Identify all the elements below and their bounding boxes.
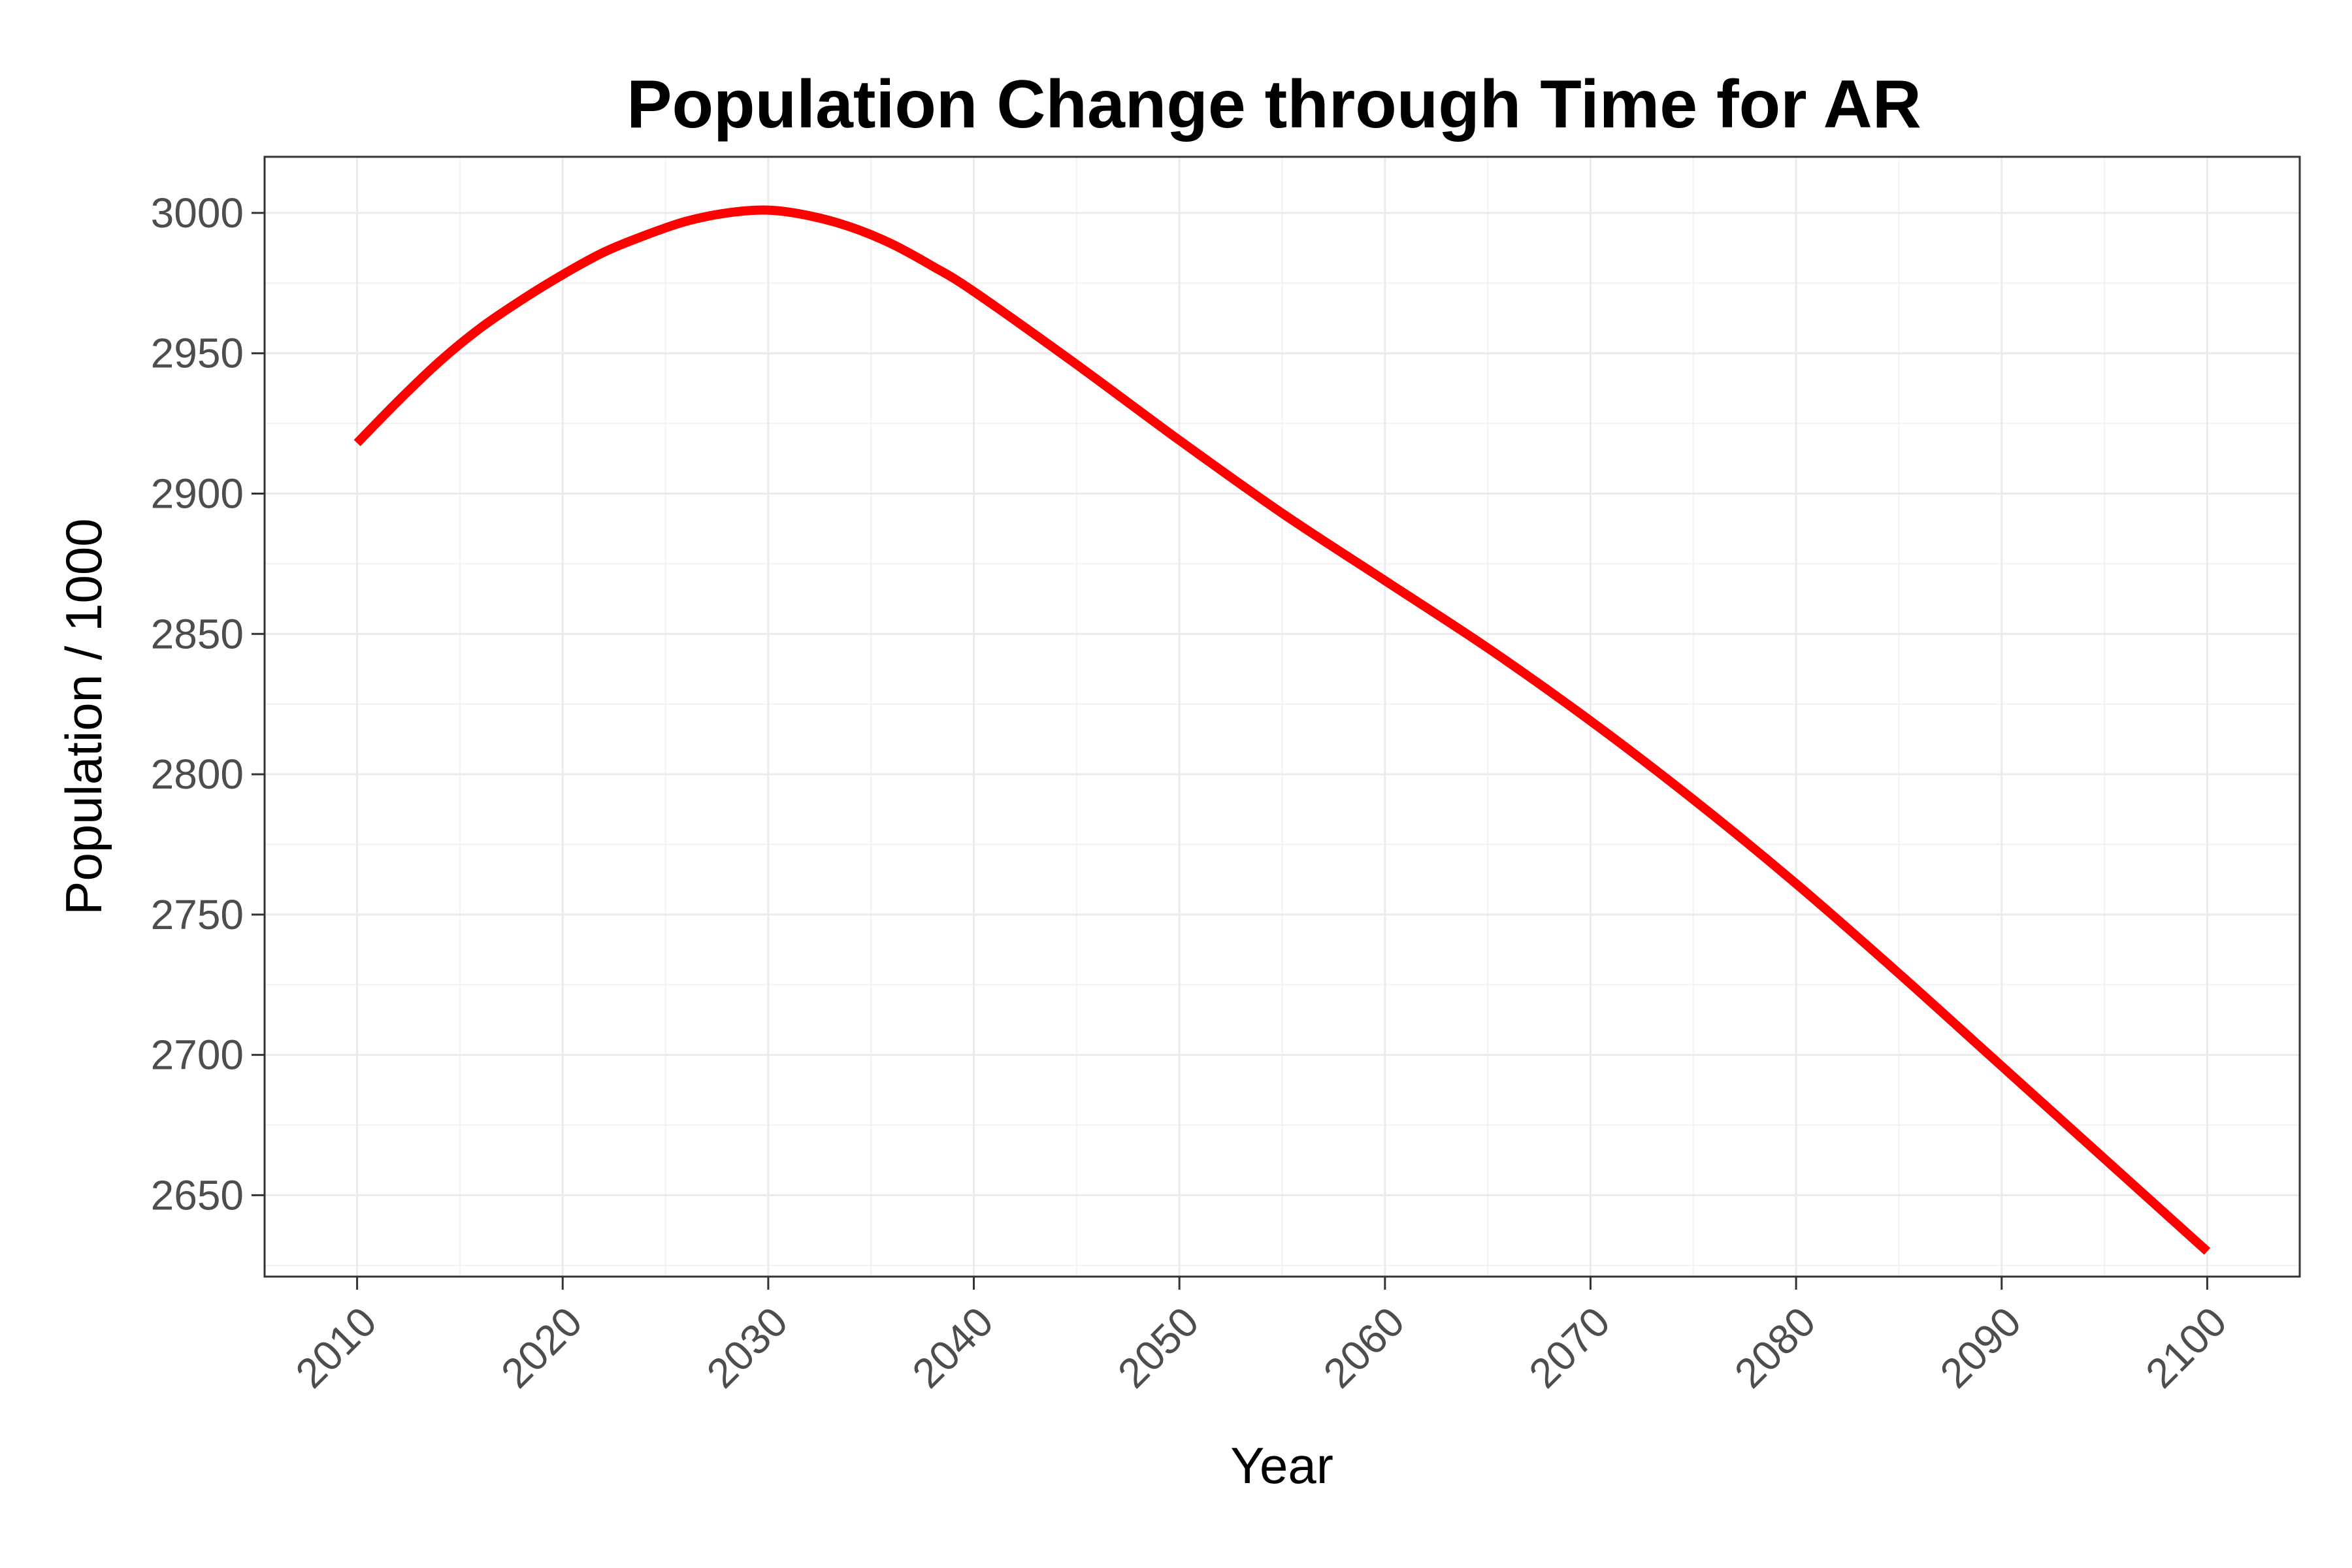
y-axis-title: Population / 1000 (55, 518, 112, 915)
grid-lines (265, 157, 2300, 1277)
y-tick-label: 2850 (151, 610, 244, 657)
x-tick-label: 2080 (1725, 1298, 1825, 1397)
x-tick-label: 2010 (286, 1298, 385, 1397)
y-tick-label: 3000 (151, 189, 244, 237)
x-tick-label: 2090 (1931, 1298, 2031, 1397)
y-tick-label: 2800 (151, 751, 244, 798)
x-axis-title: Year (1230, 1437, 1333, 1494)
population-line (353, 205, 2211, 1255)
x-tick-label: 2070 (1520, 1298, 1619, 1397)
x-tick-label: 2020 (492, 1298, 591, 1397)
x-tick-label: 2050 (1109, 1298, 1208, 1397)
chart-title: Population Change through Time for AR (627, 67, 1921, 142)
x-tick-label: 2030 (698, 1298, 797, 1397)
x-tick-label: 2100 (2136, 1298, 2236, 1397)
x-tick-label: 2060 (1315, 1298, 1414, 1397)
y-tick-label: 2750 (151, 891, 244, 938)
series-lines (353, 205, 2211, 1255)
x-tick-label: 2040 (903, 1298, 1002, 1397)
axis-ticks (252, 212, 2208, 1290)
y-tick-label: 2950 (151, 330, 244, 377)
plot-panel-border (263, 155, 2301, 1278)
tick-labels: 2010 2020 2030 2040 2050 2060 2070 2080 2090 2100… (151, 189, 2236, 1397)
y-tick-label: 2700 (151, 1032, 244, 1079)
y-tick-label: 2650 (151, 1171, 244, 1218)
y-tick-label: 2900 (151, 470, 244, 517)
